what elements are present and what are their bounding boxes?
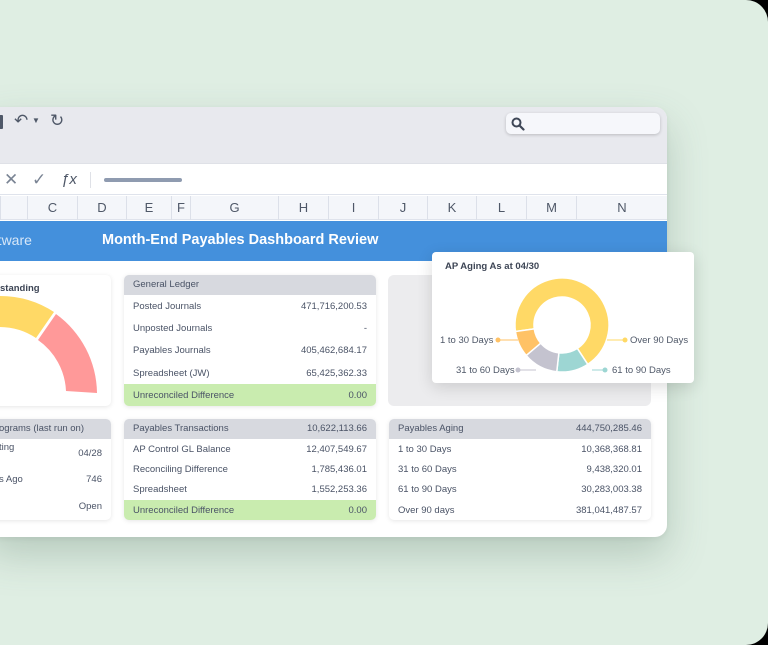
column-header-f[interactable]: F: [171, 196, 190, 220]
unreconciled-difference-row[interactable]: Unreconciled Difference 0.00: [124, 499, 376, 520]
column-header-i[interactable]: I: [328, 196, 378, 220]
brand-logo-text: oftware: [0, 232, 32, 248]
table-row[interactable]: Over 90 days 381,041,487.57: [398, 504, 642, 516]
table-row[interactable]: s Ago 746: [0, 474, 102, 485]
table-row[interactable]: AP Control GL Balance 12,407,549.67: [133, 443, 367, 455]
formula-input[interactable]: [104, 178, 182, 182]
undo-icon[interactable]: ↶: [14, 111, 29, 130]
column-header-n[interactable]: N: [576, 196, 667, 220]
save-icon[interactable]: [0, 115, 3, 129]
card-header: Payables Transactions 10,622,113.66: [124, 419, 376, 439]
column-header-g[interactable]: G: [190, 196, 278, 220]
table-row[interactable]: Spreadsheet (JW) 65,425,362.33: [133, 367, 367, 379]
table-row[interactable]: ting 04/28: [0, 442, 102, 459]
toolbar: ↶ ▼ ↻: [0, 107, 667, 147]
payables-aging-card: Payables Aging 444,750,285.46 1 to 30 Da…: [389, 419, 651, 520]
table-row[interactable]: Posted Journals 471,716,200.53: [133, 300, 367, 312]
column-header-j[interactable]: J: [378, 196, 427, 220]
column-header-h[interactable]: H: [278, 196, 328, 220]
card-total: 444,750,285.46: [575, 423, 642, 434]
legend-label-61-90: 61 to 90 Days: [612, 365, 671, 376]
cancel-icon[interactable]: ✕: [4, 170, 19, 189]
search-icon: [511, 117, 525, 131]
legend-marker-icon: [515, 367, 521, 373]
table-row[interactable]: Unposted Journals -: [133, 322, 367, 334]
confirm-icon[interactable]: ✓: [32, 170, 47, 189]
column-header-c[interactable]: C: [27, 196, 77, 220]
card-title: Payables Transactions: [133, 423, 229, 434]
legend-marker-icon: [495, 337, 501, 343]
ap-aging-chart-popup: AP Aging As at 04/30 1 to 30 Days 31 to …: [432, 252, 694, 383]
gauge-chart: [0, 296, 97, 393]
payables-transactions-card: Payables Transactions 10,622,113.66 AP C…: [124, 419, 376, 520]
programs-card: ograms (last run on) ting 04/28 s Ago 74…: [0, 419, 111, 520]
table-row[interactable]: Open: [78, 501, 102, 512]
divider: [90, 172, 91, 188]
table-row[interactable]: Spreadsheet 1,552,253.36: [133, 484, 367, 496]
card-header: Payables Aging 444,750,285.46: [389, 419, 651, 439]
formula-bar: ✕ ✓ ƒx: [0, 164, 667, 195]
page-title: Month-End Payables Dashboard Review: [102, 232, 379, 248]
undo-dropdown-icon[interactable]: ▼: [32, 116, 40, 125]
card-total: 10,622,113.66: [306, 423, 367, 434]
legend-label-over-90: Over 90 Days: [630, 335, 689, 346]
card-title: standing: [0, 283, 40, 294]
column-header-m[interactable]: M: [526, 196, 576, 220]
donut-segment[interactable]: [514, 328, 542, 357]
general-ledger-card: General Ledger Posted Journals 471,716,2…: [124, 275, 376, 406]
table-row[interactable]: Payables Journals 405,462,684.17: [133, 345, 367, 357]
card-title: General Ledger: [133, 279, 200, 290]
card-title: ograms (last run on): [0, 423, 85, 434]
table-row[interactable]: Reconciling Difference 1,785,436.01: [133, 463, 367, 475]
column-header-l[interactable]: L: [476, 196, 526, 220]
table-row[interactable]: 1 to 30 Days 10,368,368.81: [398, 443, 642, 455]
legend-label-31-60: 31 to 60 Days: [456, 365, 515, 376]
column-header-d[interactable]: D: [77, 196, 126, 220]
column-header-k[interactable]: K: [427, 196, 476, 220]
redo-icon[interactable]: ↻: [50, 111, 65, 130]
card-title: Payables Aging: [398, 423, 464, 434]
column-header-e[interactable]: E: [126, 196, 171, 220]
legend-label-1-30: 1 to 30 Days: [440, 335, 494, 346]
ap-aging-donut-chart: [495, 277, 628, 373]
chart-title: AP Aging As at 04/30: [445, 261, 540, 272]
donut-segment[interactable]: [514, 277, 610, 366]
search-input[interactable]: [506, 113, 660, 134]
ribbon-bar: ▲: [0, 147, 667, 196]
table-row[interactable]: 31 to 60 Days 9,438,320.01: [398, 463, 642, 475]
legend-marker-icon: [602, 367, 608, 373]
function-icon[interactable]: ƒx: [61, 171, 77, 188]
unreconciled-difference-row[interactable]: Unreconciled Difference 0.00: [124, 384, 376, 406]
column-header-b[interactable]: [0, 196, 27, 220]
legend-marker-icon: [622, 337, 628, 343]
card-header: General Ledger: [124, 275, 376, 295]
card-header: ograms (last run on): [0, 419, 111, 439]
table-row[interactable]: 61 to 90 Days 30,283,003.38: [398, 484, 642, 496]
outstanding-gauge-card: standing: [0, 275, 111, 406]
